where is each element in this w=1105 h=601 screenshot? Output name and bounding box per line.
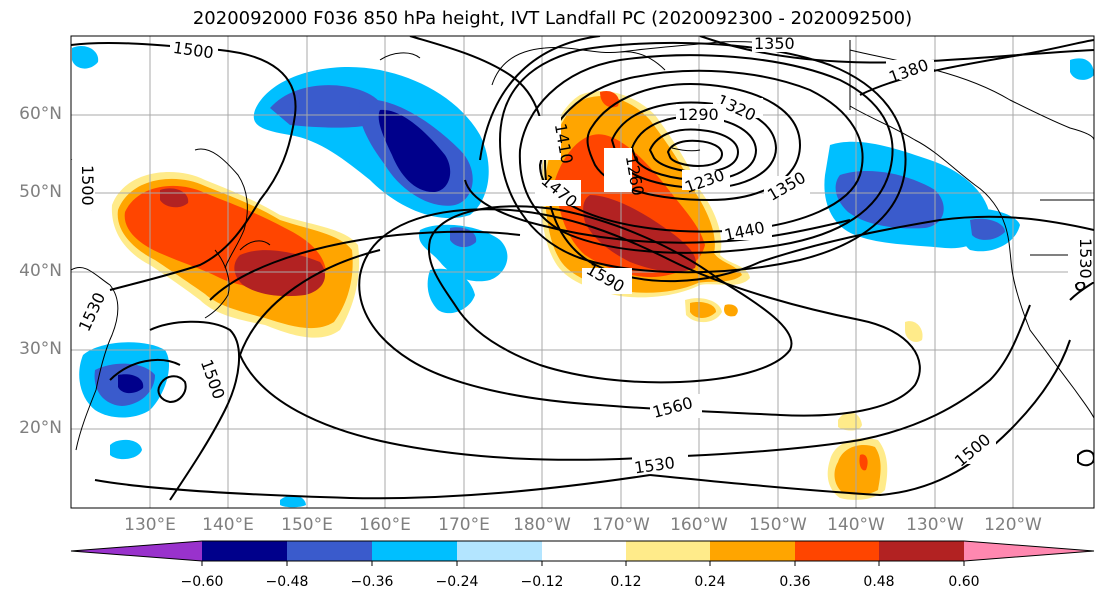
colorbar-bin xyxy=(626,541,710,561)
lon-label: 180°W xyxy=(513,515,571,535)
colorbar-tick-label: 0.60 xyxy=(948,574,980,590)
lon-label: 140°W xyxy=(827,515,885,535)
lon-label: 130°W xyxy=(906,515,964,535)
contour-label: 1500 xyxy=(78,165,97,206)
colorbar-bin xyxy=(710,541,795,561)
lat-label: 50°N xyxy=(19,182,62,202)
colorbar-bin xyxy=(879,541,964,561)
contour-label: 1530 xyxy=(1076,238,1095,279)
height-contours xyxy=(71,36,1094,501)
colorbar-tick-label: −0.24 xyxy=(435,574,479,590)
negative-anomaly-regions xyxy=(72,45,1094,508)
colorbar-min-extend xyxy=(71,541,202,561)
lon-label: 150°E xyxy=(281,515,333,535)
lon-label: 120°W xyxy=(984,515,1042,535)
colorbar-bin xyxy=(542,541,626,561)
colorbar-bin xyxy=(372,541,457,561)
lon-label: 130°E xyxy=(124,515,176,535)
colorbar xyxy=(70,540,1095,566)
lon-label: 170°W xyxy=(592,515,650,535)
lat-label: 20°N xyxy=(19,418,62,438)
colorbar-bin xyxy=(795,541,879,561)
lon-label: 160°E xyxy=(359,515,411,535)
lat-label: 60°N xyxy=(19,104,62,124)
map-title: 2020092000 F036 850 hPa height, IVT Land… xyxy=(192,8,913,29)
colorbar-tick-label: 0.48 xyxy=(863,574,895,590)
lon-label: 140°E xyxy=(202,515,254,535)
colorbar-tick-label: 0.24 xyxy=(694,574,726,590)
colorbar-bin xyxy=(287,541,372,561)
graticule xyxy=(71,36,1094,508)
colorbar-max-extend xyxy=(964,541,1094,561)
colorbar-tick-label: −0.48 xyxy=(265,574,309,590)
lat-label: 30°N xyxy=(19,339,62,359)
contour-labels: 1500 1350 1380 1320 1290 1260 1230 1350 … xyxy=(71,34,1095,478)
lon-label: 150°W xyxy=(749,515,807,535)
colorbar-tick-label: −0.60 xyxy=(180,574,224,590)
contour-label: 1290 xyxy=(678,105,719,124)
colorbar-tick-label: 0.12 xyxy=(610,574,642,590)
contour-label: 1350 xyxy=(754,34,795,53)
lat-label: 40°N xyxy=(19,261,62,281)
lon-label: 160°W xyxy=(670,515,728,535)
map-panel: 1500 1350 1380 1320 1290 1260 1230 1350 … xyxy=(71,34,1095,508)
lon-label: 170°E xyxy=(438,515,490,535)
colorbar-tick-label: 0.36 xyxy=(779,574,811,590)
colorbar-bin xyxy=(202,541,287,561)
colorbar-bin xyxy=(457,541,542,561)
colorbar-tick-label: −0.36 xyxy=(350,574,394,590)
colorbar-tick-label: −0.12 xyxy=(520,574,564,590)
map-frame xyxy=(70,35,1095,509)
